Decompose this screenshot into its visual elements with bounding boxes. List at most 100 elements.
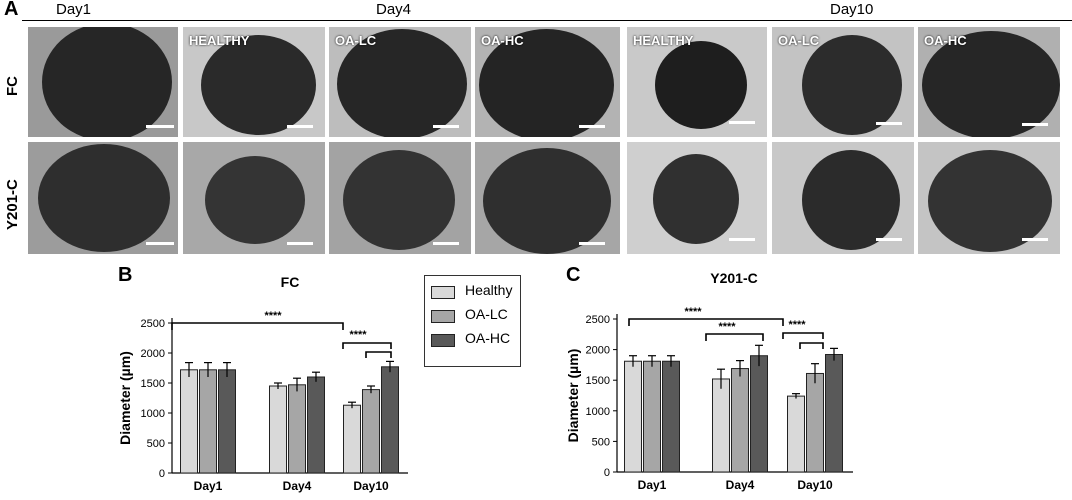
y-tick-label-y201c: 500 bbox=[592, 436, 610, 448]
spheroid bbox=[479, 29, 614, 137]
x-tick-label-fc: Day10 bbox=[353, 479, 389, 493]
scale-bar bbox=[287, 125, 313, 128]
legend-swatch-oa-hc bbox=[431, 334, 455, 347]
bar-y201c-day1-oa-hc bbox=[662, 360, 680, 473]
y-tick-label-y201c: 1000 bbox=[586, 406, 610, 418]
panel-c-letter: C bbox=[566, 264, 581, 286]
header-rule bbox=[22, 20, 1072, 21]
photo-fc-day4-oa-lc: OA-LC bbox=[329, 27, 471, 137]
y-tick-label-fc: 0 bbox=[159, 468, 165, 480]
scale-bar bbox=[876, 122, 902, 125]
x-tick-label-y201c: Day10 bbox=[797, 478, 833, 492]
photo-y201c-day10-healthy bbox=[627, 142, 767, 254]
legend-label-oa-hc: OA-HC bbox=[465, 330, 511, 346]
day10-header: Day10 bbox=[830, 1, 874, 18]
condition-label-oa-lc: OA-LC bbox=[335, 33, 377, 48]
scale-bar bbox=[433, 242, 459, 245]
photo-fc-day10-oa-hc: OA-HC bbox=[918, 27, 1060, 137]
scale-bar bbox=[1022, 123, 1048, 126]
spheroid bbox=[38, 144, 170, 252]
photo-fc-day1 bbox=[28, 27, 178, 137]
x-tick-label-fc: Day4 bbox=[283, 479, 312, 493]
chart-title-y201c: Y201-C bbox=[710, 270, 757, 286]
bar-fc-day10-oa-hc bbox=[381, 366, 399, 474]
spheroid bbox=[483, 148, 611, 254]
scale-bar bbox=[579, 242, 605, 245]
significance-stars-fc: **** bbox=[349, 329, 367, 341]
legend: Healthy OA-LC OA-HC bbox=[424, 275, 521, 367]
bar-y201c-day4-healthy bbox=[712, 378, 730, 473]
bar-fc-day4-healthy bbox=[269, 385, 287, 474]
bar-y201c-day10-healthy bbox=[787, 395, 805, 473]
spheroid bbox=[922, 31, 1060, 137]
y-axis-label-fc: Diameter (µm) bbox=[117, 351, 133, 445]
significance-bracket-fc bbox=[342, 342, 392, 349]
y-axis-label-y201c: Diameter (µm) bbox=[565, 349, 581, 443]
bar-y201c-day4-oa-lc bbox=[731, 368, 749, 473]
y-tick-label-fc: 1500 bbox=[141, 378, 165, 390]
condition-label-oa-lc-day10: OA-LC bbox=[778, 33, 820, 48]
x-tick-label-y201c: Day4 bbox=[726, 478, 755, 492]
bar-y201c-day1-oa-lc bbox=[643, 360, 661, 473]
scale-bar bbox=[729, 238, 755, 241]
bar-fc-day1-oa-hc bbox=[218, 369, 236, 474]
spheroid bbox=[205, 156, 305, 244]
photo-y201c-day10-oa-hc bbox=[918, 142, 1060, 254]
spheroid bbox=[802, 35, 902, 135]
condition-label-healthy-day10: HEALTHY bbox=[633, 33, 694, 48]
panel-a-letter: A bbox=[4, 0, 19, 20]
condition-label-oa-hc: OA-HC bbox=[481, 33, 524, 48]
scale-bar bbox=[146, 125, 174, 128]
photo-y201c-day4-oa-lc bbox=[329, 142, 471, 254]
photo-fc-day4-healthy: HEALTHY bbox=[183, 27, 325, 137]
legend-label-healthy: Healthy bbox=[465, 282, 513, 298]
significance-bracket-fc bbox=[365, 351, 392, 358]
bar-fc-day1-oa-lc bbox=[199, 369, 217, 474]
significance-bracket-fc bbox=[171, 322, 344, 330]
condition-label-oa-hc-day10: OA-HC bbox=[924, 33, 967, 48]
significance-stars-fc: **** bbox=[264, 310, 282, 322]
significance-stars-y201c: **** bbox=[788, 319, 806, 331]
scale-bar bbox=[579, 125, 605, 128]
y-tick-label-fc: 2000 bbox=[141, 348, 165, 360]
spheroid bbox=[201, 35, 316, 135]
photo-y201c-day10-oa-lc bbox=[772, 142, 914, 254]
photo-y201c-day4-oa-hc bbox=[475, 142, 620, 254]
scale-bar bbox=[1022, 238, 1048, 241]
photo-fc-day10-healthy: HEALTHY bbox=[627, 27, 767, 137]
bar-y201c-day1-healthy bbox=[624, 360, 642, 473]
spheroid bbox=[337, 29, 467, 137]
significance-bracket-y201c bbox=[799, 342, 824, 349]
legend-label-oa-lc: OA-LC bbox=[465, 306, 508, 322]
y-tick-label-fc: 500 bbox=[147, 438, 165, 450]
photo-y201c-day4-healthy bbox=[183, 142, 325, 254]
photo-fc-day10-oa-lc: OA-LC bbox=[772, 27, 914, 137]
bar-fc-day1-healthy bbox=[180, 369, 198, 474]
day1-header: Day1 bbox=[56, 1, 92, 18]
y-tick-label-fc: 2500 bbox=[141, 318, 165, 330]
y-tick-label-y201c: 1500 bbox=[586, 375, 610, 387]
y-tick-label-y201c: 2000 bbox=[586, 345, 610, 357]
bar-y201c-day10-oa-lc bbox=[806, 372, 824, 473]
day4-header: Day4 bbox=[376, 1, 412, 18]
significance-stars-y201c: **** bbox=[684, 306, 702, 318]
y-tick-label-y201c: 2500 bbox=[586, 314, 610, 326]
spheroid bbox=[655, 41, 747, 129]
scale-bar bbox=[433, 125, 459, 128]
bar-y201c-day4-oa-hc bbox=[750, 355, 768, 473]
scale-bar bbox=[287, 242, 313, 245]
condition-label-healthy: HEALTHY bbox=[189, 33, 250, 48]
legend-swatch-healthy bbox=[431, 286, 455, 299]
significance-bracket-y201c bbox=[705, 333, 764, 341]
x-tick-label-y201c: Day1 bbox=[638, 478, 667, 492]
bar-y201c-day10-oa-hc bbox=[825, 353, 843, 473]
spheroid bbox=[343, 150, 455, 250]
spheroid bbox=[42, 27, 172, 137]
scale-bar bbox=[876, 238, 902, 241]
chart-title-fc: FC bbox=[281, 274, 300, 290]
y-tick-label-y201c: 0 bbox=[604, 467, 610, 479]
spheroid bbox=[653, 154, 739, 244]
scale-bar bbox=[146, 242, 174, 245]
panel-b-letter: B bbox=[118, 264, 133, 286]
